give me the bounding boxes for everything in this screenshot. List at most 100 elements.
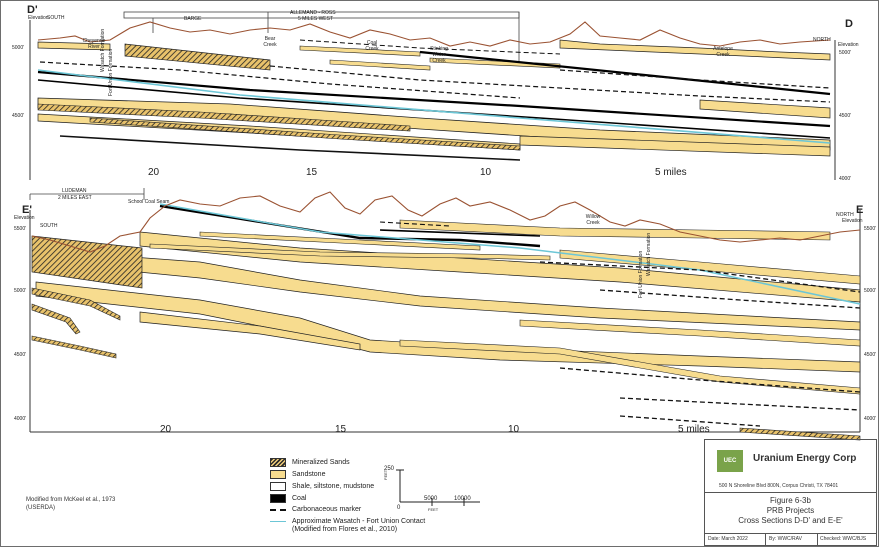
place-coal-creek: Coal Creek: [365, 40, 379, 52]
topography-line: [31, 191, 861, 253]
carbonaceous-marker: [39, 61, 521, 99]
scale-vertical-value: 250: [384, 466, 395, 472]
section-e-elev-caption: Elevation: [14, 215, 35, 221]
place-willow-creek: Willow Creek: [585, 214, 601, 226]
distance-label: 5 miles: [678, 424, 710, 435]
figure-title: Cross Sections D-D' and E-E': [738, 516, 843, 525]
sandstone-swatch: [270, 470, 286, 479]
figure-number: Figure 6-3b: [770, 496, 811, 505]
divider: [705, 533, 876, 534]
scale-zero: 0: [397, 505, 401, 511]
topography-line: [37, 21, 831, 47]
formation-label-fort-union: Fort Union Formation: [638, 250, 644, 298]
company-name: Uranium Energy Corp: [753, 453, 857, 464]
coal-swatch: [270, 494, 286, 503]
scale-5000: 5000: [424, 496, 438, 502]
legend-item-carbonaceous: Carbonaceous marker: [270, 506, 361, 513]
sandstone-bed: [199, 231, 481, 251]
scale-bar: [396, 469, 480, 506]
map-label-2-miles-east: 2 MILES EAST: [58, 195, 92, 201]
scale-10000: 10000: [454, 496, 471, 502]
distance-label: 10: [508, 424, 520, 435]
divider: [765, 534, 766, 545]
section-e-direction-north: NORTH: [836, 212, 854, 218]
elev-label: 5000': [839, 50, 852, 56]
scale-horizontal-unit: FEET: [428, 507, 439, 512]
divider: [705, 492, 876, 493]
elev-label: 4500': [14, 352, 27, 358]
elev-label: 5000': [12, 45, 25, 51]
carbonaceous-marker: [599, 289, 861, 309]
section-e-left-label: E': [22, 204, 32, 216]
project-name: PRB Projects: [766, 506, 815, 515]
carbonaceous-marker: [619, 415, 761, 427]
coal-bed: [37, 70, 831, 128]
legend-label: Approximate Wasatch - Fort Union Contact: [292, 518, 426, 525]
shale-swatch: [270, 482, 286, 491]
elev-label: 4500': [864, 352, 877, 358]
mineralized-sand: [31, 303, 81, 335]
place-stinking-water-creek: Stinking Water Creek: [430, 46, 448, 64]
section-d: [29, 11, 836, 180]
sandstone-bed: [329, 59, 431, 71]
section-d-right-label: D: [845, 18, 853, 30]
elev-label: 5500': [14, 226, 27, 232]
carbonaceous-marker: [619, 397, 861, 411]
sandstone-bed: [699, 99, 831, 119]
distance-label: 5 miles: [655, 167, 687, 178]
elev-label: 4500': [839, 113, 852, 119]
wasatch-fort-union-contact: [37, 69, 831, 144]
coal-bed: [379, 229, 541, 237]
section-e-direction-south: SOUTH: [40, 223, 58, 229]
section-d-left-label: D': [27, 4, 38, 16]
coal-bed: [419, 50, 831, 96]
checked-field: Checked: WWC/BJS: [820, 536, 867, 542]
mineralized-sand: [124, 43, 271, 71]
distance-label: 15: [306, 167, 318, 178]
elev-label: 5000': [14, 288, 27, 294]
section-d-elev-caption: Elevation: [28, 15, 49, 21]
carbonaceous-marker: [299, 39, 561, 55]
section-d-direction-south: SOUTH: [47, 15, 65, 21]
sandstone-bed: [519, 319, 861, 347]
company-address: 500 N Shoreline Blvd 800N, Corpus Christ…: [719, 483, 839, 489]
by-field: By: WWC/RAV: [769, 536, 802, 542]
elev-label: 4000': [864, 416, 877, 422]
source-note-line: Modified from McKeel et al., 1973: [26, 497, 116, 503]
carbonaceous-marker: [269, 65, 831, 103]
title-block: UEC Uranium Energy Corp 500 N Shoreline …: [704, 439, 877, 546]
legend-item-source: (Modified from Flores et al., 2010): [292, 526, 397, 533]
carbonaceous-marker: [559, 367, 861, 393]
sandstone-bed: [299, 45, 421, 57]
mineralized-swatch: [270, 458, 286, 467]
mineralized-sand: [31, 287, 121, 321]
mineralized-sand: [739, 427, 861, 441]
mineralized-sand: [37, 103, 411, 132]
carbonaceous-marker: [559, 69, 831, 89]
formation-label-wasatch: Wasatch Formation: [646, 232, 652, 276]
sandstone-bed: [399, 219, 831, 241]
place-antelope-creek: Antelope Creek: [713, 46, 733, 58]
dash-swatch: [270, 508, 286, 511]
place-school-coal-seam: School Coal Seam: [128, 199, 170, 205]
formation-label-wasatch: Wasatch Formation: [100, 28, 106, 72]
sandstone-bed: [399, 339, 861, 395]
distance-label: 10: [480, 167, 492, 178]
coal-bed: [59, 135, 521, 161]
legend-label: Sandstone: [292, 471, 326, 478]
elev-label: 5000': [864, 288, 877, 294]
formation-label-fort-union: Fort Union Formation: [108, 48, 114, 96]
map-label-allemand-ross: ALLEMAND - ROSS: [290, 10, 336, 16]
sandstone-bed: [559, 249, 861, 285]
legend-item-mineralized: Mineralized Sands: [270, 458, 350, 467]
legend-label: Coal: [292, 495, 307, 502]
wasatch-fort-union-contact: [159, 203, 861, 305]
mineralized-sand: [31, 235, 143, 289]
legend-item-shale: Shale, siltstone, mudstone: [270, 482, 374, 491]
scale-vertical-unit: FEET: [383, 469, 388, 480]
sandstone-bed: [559, 39, 831, 61]
legend-item-coal: Coal: [270, 494, 306, 503]
sandstone-bed: [139, 311, 361, 351]
divider: [817, 534, 818, 545]
